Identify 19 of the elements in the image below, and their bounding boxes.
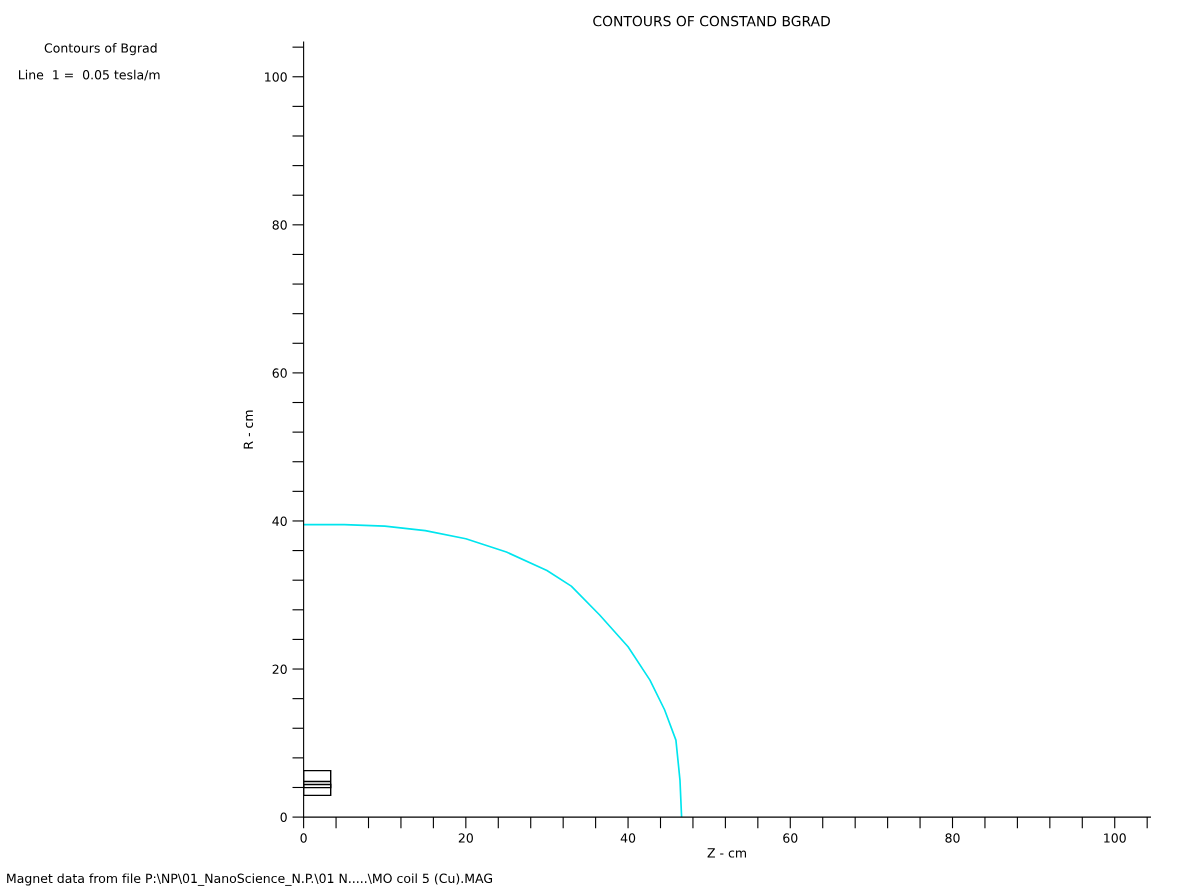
line-series <box>303 523 683 818</box>
y-tick-label: 100 <box>265 72 287 82</box>
text: Contours of Bgrad <box>44 43 157 56</box>
text: Magnet data from file P:\NP\01_NanoScience_N.P.\01 N.....\MO coil 5 (Cu).MAG <box>7 873 493 886</box>
x-tick-label: 60 <box>783 833 798 843</box>
text: Line 1 = 0.05 tesla/m <box>19 69 160 81</box>
x-tick-label: 0 <box>300 833 307 843</box>
y-tick-label: 60 <box>272 368 287 378</box>
y-tick-label: 0 <box>280 812 287 823</box>
x-tick-label: 40 <box>620 833 636 843</box>
x-tick-label: 20 <box>458 833 473 843</box>
y-tick-label: 20 <box>272 664 287 674</box>
chart-title: CONTOURS OF CONSTAND BGRAD <box>593 15 830 27</box>
y-tick-label: 80 <box>272 220 287 230</box>
x-tick-label: 80 <box>945 833 960 843</box>
y-axis-title: R - cm <box>243 410 254 449</box>
x-axis-title: Z - cm <box>707 848 746 858</box>
y-tick-label: 40 <box>272 516 287 526</box>
x-tick-label: 100 <box>1104 833 1126 843</box>
